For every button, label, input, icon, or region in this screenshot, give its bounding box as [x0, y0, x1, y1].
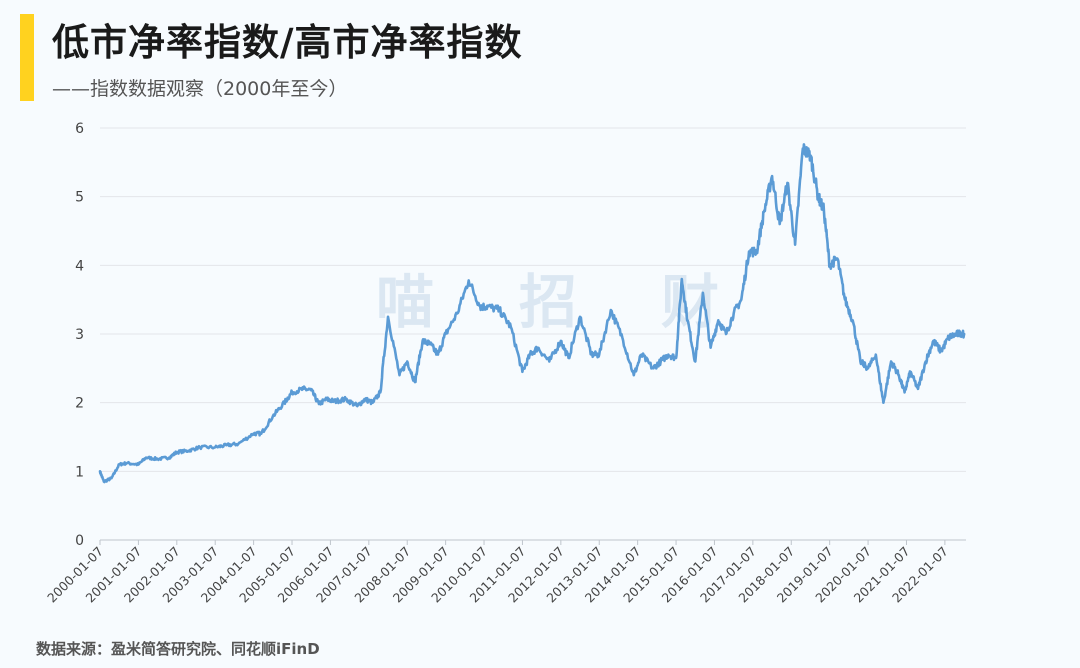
- watermark-char: 喵: [376, 268, 434, 336]
- x-axis: 2000-01-072001-01-072002-01-072003-01-07…: [44, 539, 966, 605]
- y-tick-label: 1: [75, 464, 84, 480]
- watermark: 喵招财: [376, 268, 719, 336]
- y-axis: 0 1 2 3 4 5 6: [75, 121, 84, 549]
- series-line: [98, 143, 966, 484]
- grid-lines: [100, 127, 966, 541]
- y-tick-label: 6: [75, 121, 84, 137]
- data-source-note: 数据来源：盈米简答研究院、同花顺iFinD: [36, 640, 320, 658]
- y-tick-label: 5: [75, 190, 84, 206]
- watermark-char: 招: [519, 268, 577, 336]
- y-tick-label: 3: [75, 327, 84, 343]
- watermark-char: 财: [661, 268, 719, 336]
- y-tick-label: 2: [75, 396, 84, 412]
- chart-subtitle: ——指数数据观察（2000年至今）: [52, 78, 348, 100]
- chart-title: 低市净率指数/高市净率指数: [52, 21, 523, 64]
- y-tick-label: 0: [75, 533, 84, 549]
- title-accent-bar: [20, 14, 34, 101]
- y-tick-label: 4: [75, 258, 84, 274]
- series-layer: [98, 143, 966, 484]
